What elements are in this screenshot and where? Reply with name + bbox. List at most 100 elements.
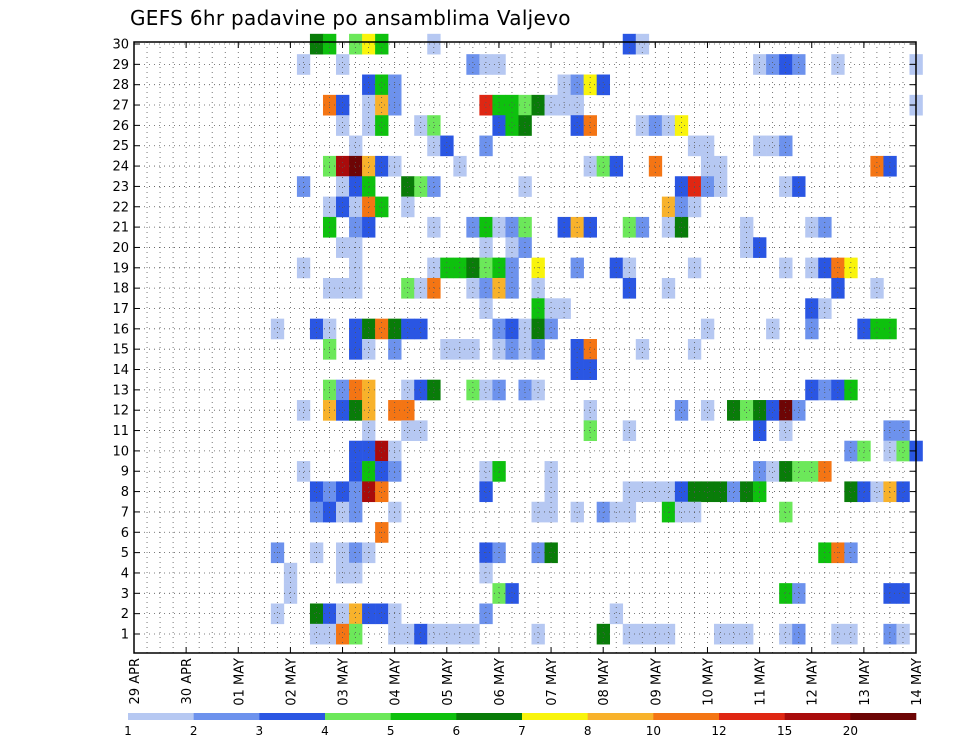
heatmap-cell: [570, 94, 584, 116]
x-tick-label: 06 MAY: [493, 658, 508, 706]
heatmap-cell: [700, 318, 715, 340]
heatmap-cell: [896, 623, 910, 645]
heatmap-cell: [336, 196, 350, 218]
heatmap-cell: [375, 603, 389, 625]
heatmap-cell: [883, 583, 897, 604]
y-tick-label: 9: [121, 465, 129, 480]
y-tick-label: 8: [121, 485, 129, 500]
heatmap-cell: [779, 176, 793, 197]
heatmap-cell: [661, 481, 676, 503]
heatmap-cell: [896, 440, 910, 462]
heatmap-cell: [544, 481, 558, 503]
heatmap-cell: [531, 339, 545, 360]
heatmap-cell: [674, 115, 689, 136]
heatmap-cell: [336, 379, 350, 401]
heatmap-cell: [414, 277, 428, 299]
y-tick-label: 1: [121, 628, 129, 643]
colorbar-swatch: [522, 713, 588, 720]
y-tick-label: 20: [112, 241, 129, 256]
heatmap-cell: [674, 176, 689, 197]
y-tick-label: 14: [112, 363, 129, 378]
heatmap-cell: [544, 461, 558, 482]
x-tick-label: 04 MAY: [389, 658, 404, 706]
heatmap-cell: [635, 115, 650, 136]
heatmap-cell: [375, 481, 389, 503]
y-tick-label: 28: [112, 78, 129, 93]
colorbar-swatch: [193, 713, 260, 720]
heatmap-cell: [740, 623, 754, 645]
heatmap-cell: [674, 196, 689, 218]
heatmap-cell: [440, 623, 454, 645]
heatmap-cell: [479, 461, 493, 482]
heatmap-cell: [596, 74, 611, 96]
colorbar-label: 7: [518, 724, 526, 738]
heatmap-cell: [570, 339, 584, 360]
y-tick-label: 10: [112, 444, 129, 459]
heatmap-cell: [466, 339, 480, 360]
heatmap-cell: [296, 400, 311, 421]
heatmap-cell: [440, 135, 454, 157]
heatmap-cell: [713, 623, 728, 645]
heatmap-cell: [661, 115, 676, 136]
heatmap-cell: [570, 359, 584, 380]
heatmap-cell: [336, 623, 350, 645]
heatmap-cell: [713, 155, 728, 177]
heatmap-cell: [648, 115, 663, 136]
heatmap-cell: [583, 115, 597, 136]
heatmap-cell: [766, 318, 780, 340]
y-tick-label: 24: [112, 160, 129, 175]
heatmap-cell: [518, 318, 532, 340]
heatmap-cell: [414, 379, 428, 401]
heatmap-cell: [349, 603, 363, 625]
heatmap-cell: [349, 277, 363, 299]
heatmap-cell: [401, 400, 415, 421]
heatmap-cell: [427, 33, 441, 55]
heatmap-cell: [309, 481, 324, 503]
heatmap-cell: [349, 339, 363, 360]
heatmap-cell: [362, 115, 376, 136]
colorbar-swatch: [128, 713, 194, 720]
heatmap-cell: [531, 298, 545, 319]
heatmap-cell: [779, 400, 793, 421]
heatmap-cell: [531, 318, 545, 340]
heatmap-cell: [505, 115, 519, 136]
y-tick-label: 6: [121, 526, 129, 541]
y-tick-label: 16: [112, 322, 129, 337]
colorbar-label: 10: [646, 724, 661, 738]
y-tick-label: 17: [112, 302, 129, 317]
heatmap-cell: [844, 379, 858, 401]
x-tick-label: 13 MAY: [858, 658, 873, 706]
heatmap-cell: [870, 277, 884, 299]
x-tick-label: 11 MAY: [754, 658, 769, 706]
heatmap-cell: [336, 155, 350, 177]
heatmap-cell: [844, 623, 858, 645]
heatmap-cell: [375, 155, 389, 177]
heatmap-cell: [349, 196, 363, 218]
heatmap-cell: [336, 562, 350, 584]
heatmap-cell: [518, 94, 532, 116]
heatmap-cell: [805, 379, 819, 401]
y-tick-label: 26: [112, 119, 129, 134]
heatmap-cell: [296, 461, 311, 482]
heatmap-cell: [362, 318, 376, 340]
colorbar-label: 4: [321, 724, 329, 738]
heatmap-cell: [309, 33, 324, 55]
heatmap-cell: [544, 94, 558, 116]
heatmap-cell: [401, 420, 415, 442]
heatmap-cell: [792, 461, 806, 482]
colorbar-swatch: [390, 713, 457, 720]
heatmap-cell: [375, 461, 389, 482]
heatmap-cell: [375, 33, 389, 55]
heatmap-cell: [427, 623, 441, 645]
heatmap-cell: [583, 420, 597, 442]
heatmap-cell: [414, 176, 428, 197]
heatmap-cell: [401, 379, 415, 401]
y-tick-label: 12: [112, 404, 129, 419]
heatmap-cell: [531, 94, 545, 116]
heatmap-cell: [661, 277, 676, 299]
heatmap-cell: [349, 379, 363, 401]
heatmap-cell: [375, 74, 389, 96]
heatmap-cell: [505, 583, 519, 604]
y-tick-label: 4: [121, 566, 129, 581]
